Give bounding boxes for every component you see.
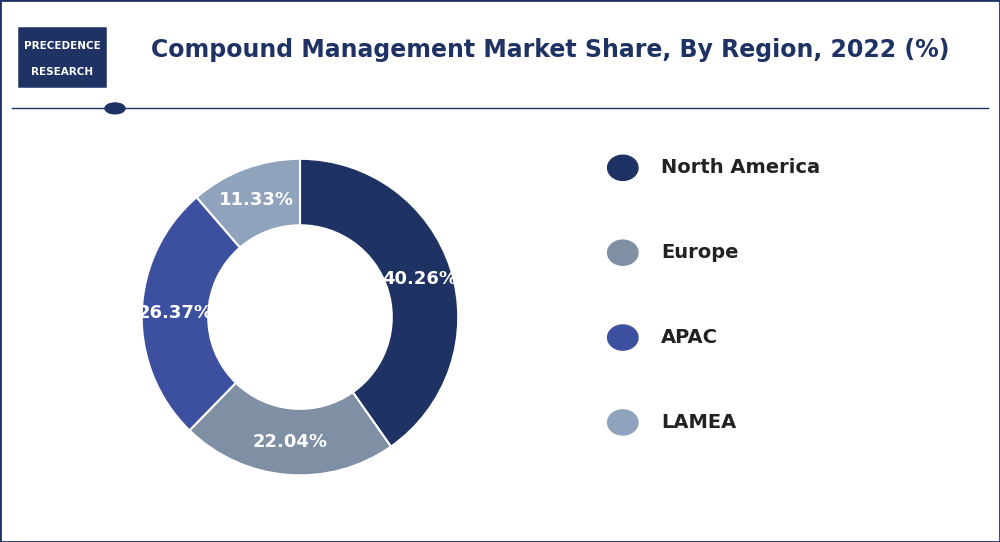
Circle shape [608,155,638,180]
Text: North America: North America [661,158,820,177]
Text: APAC: APAC [661,328,718,347]
Text: Europe: Europe [661,243,738,262]
Wedge shape [197,159,300,248]
Circle shape [608,240,638,265]
Text: Compound Management Market Share, By Region, 2022 (%): Compound Management Market Share, By Reg… [151,38,949,62]
Text: 40.26%: 40.26% [382,270,457,288]
Wedge shape [300,159,458,447]
FancyBboxPatch shape [16,25,108,89]
Text: RESEARCH: RESEARCH [31,67,93,78]
Text: 26.37%: 26.37% [138,304,213,322]
Text: 11.33%: 11.33% [219,191,294,209]
Wedge shape [142,197,240,430]
Circle shape [608,410,638,435]
Text: LAMEA: LAMEA [661,413,736,432]
Circle shape [608,325,638,350]
Text: 22.04%: 22.04% [252,433,327,451]
Wedge shape [190,383,391,475]
Text: PRECEDENCE: PRECEDENCE [24,41,100,51]
